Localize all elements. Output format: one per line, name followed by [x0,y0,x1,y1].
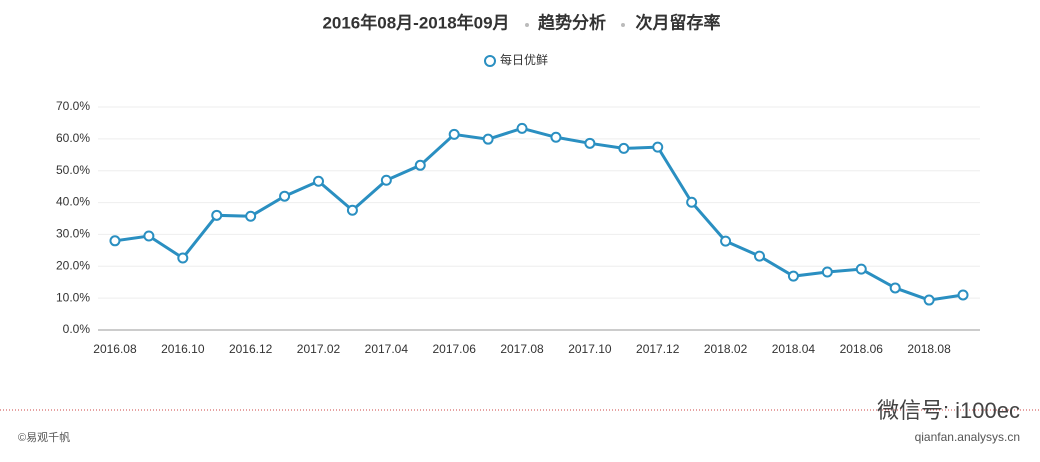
y-tick-label: 30.0% [56,227,90,241]
data-point [957,289,969,301]
data-point [686,196,698,208]
data-point [618,142,630,154]
x-tick-label: 2018.06 [840,342,884,356]
data-point [313,175,324,187]
x-tick-label: 2016.08 [93,342,137,356]
separator [525,23,529,27]
data-point [787,270,799,282]
data-point [652,141,664,153]
x-tick-label: 2017.08 [500,342,544,356]
data-point [516,122,528,134]
data-point [550,131,562,143]
data-point [754,250,765,262]
data-point [245,210,257,222]
data-point [720,235,732,247]
x-tick-label: 2018.04 [772,342,816,356]
x-tick-label: 2016.10 [161,342,205,356]
separator [621,23,625,27]
series-line [114,126,964,302]
y-tick-label: 50.0% [56,163,90,177]
x-tick-label: 2017.12 [636,342,680,356]
source: ©易观千帆 [18,430,70,444]
y-tick-label: 60.0% [56,131,90,145]
data-point [414,159,426,171]
y-tick-label: 0.0% [63,322,91,336]
chart-title: 趋势分析 [538,12,606,32]
watermark: 微信号: i100ec [877,398,1020,423]
data-point [109,235,121,247]
data-point [482,133,494,145]
data-point [279,190,291,202]
data-point [380,174,392,186]
data-point [889,282,901,294]
data-point [584,137,596,149]
data-point [821,266,833,278]
x-tick-label: 2016.12 [229,342,273,356]
x-tick-label: 2017.02 [297,342,341,356]
x-tick-label: 2017.06 [432,342,476,356]
x-tick-label: 2018.08 [907,342,951,356]
data-point [177,252,189,264]
y-tick-label: 10.0% [56,290,90,304]
legend-label: 每日优鲜 [500,52,548,67]
chart-title: 次月留存率 [636,12,721,32]
data-point [855,263,867,275]
x-tick-label: 2018.02 [704,342,748,356]
x-tick-label: 2017.10 [568,342,612,356]
y-tick-label: 20.0% [56,258,90,272]
data-point [211,209,223,221]
data-point [143,230,155,242]
site: qianfan.analysys.cn [915,430,1020,444]
legend-marker [484,55,496,67]
y-tick-label: 40.0% [56,195,90,209]
data-point [346,204,358,216]
x-tick-label: 2017.04 [365,342,409,356]
data-point [448,128,460,140]
chart-title: 2016年08月-2018年09月 [322,12,509,32]
data-point [923,294,935,306]
y-tick-label: 70.0% [56,99,90,113]
